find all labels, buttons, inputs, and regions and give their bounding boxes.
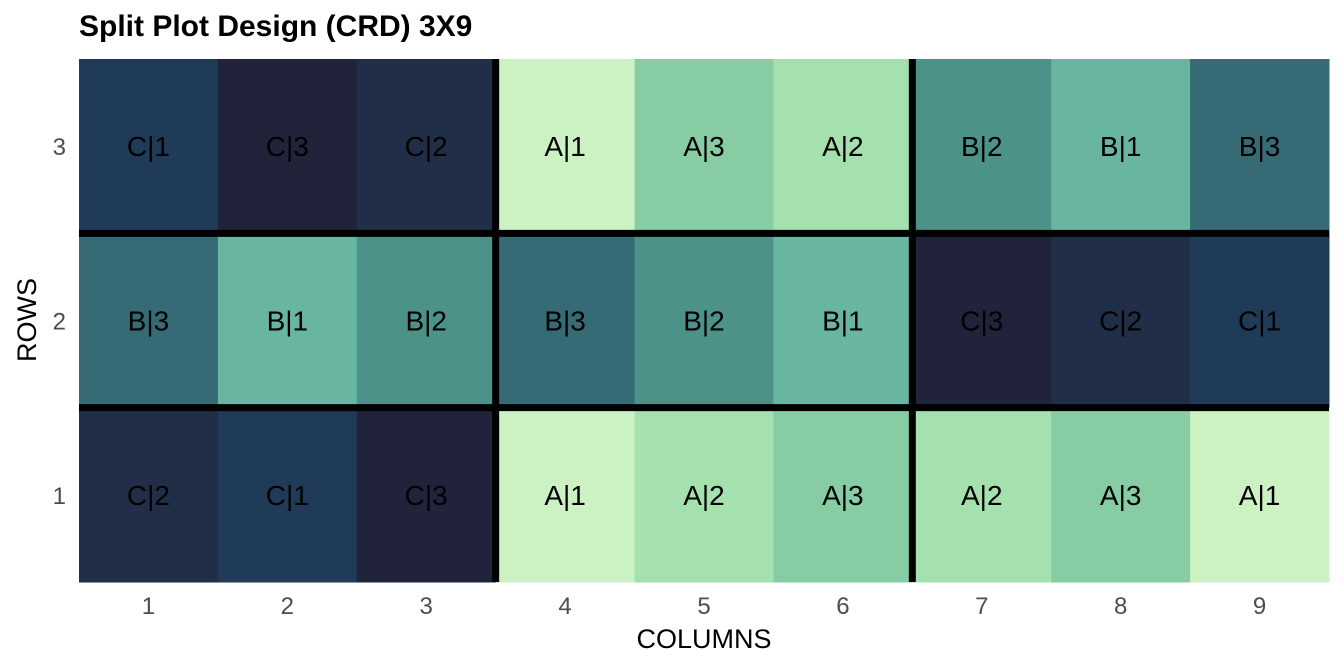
y-tick-label: 3 [53,134,66,161]
x-tick-label: 1 [142,593,155,620]
x-tick-label: 5 [697,593,710,620]
cell-label: B|1 [267,306,309,337]
cell-label: B|2 [683,306,725,337]
heatmap-cell [1190,407,1330,583]
y-tick-label: 2 [53,309,66,336]
heatmap-cell [217,59,358,234]
heatmap-cell [79,59,219,234]
heatmap-cell [773,407,913,583]
heatmap-cell [912,407,1052,583]
cell-label: A|3 [1100,480,1142,511]
chart-title: Split Plot Design (CRD) 3X9 [79,10,472,43]
heatmap-cell [912,59,1052,234]
cell-label: B|2 [405,306,447,337]
cell-label: A|3 [683,131,725,162]
x-axis-label: COLUMNS [636,624,771,654]
cell-label: C|2 [405,131,448,162]
x-tick-label: 8 [1114,593,1127,620]
cell-label: A|1 [544,131,586,162]
x-axis-ticks: 1 2 3 4 5 6 7 8 9 [142,593,1266,620]
heatmap-cell [79,233,219,409]
cell-label: B|3 [128,306,170,337]
heatmap-cell [634,59,774,234]
cell-labels-layer: C|1 C|3 C|2 A|1 A|3 A|2 B|2 B|1 B|3 B|3 B|1 B|2 B|3 B… [127,131,1281,511]
heatmap-cell [1051,59,1191,234]
x-tick-label: 7 [975,593,988,620]
cell-label: B|3 [1239,131,1281,162]
cell-label: B|1 [1100,131,1142,162]
cell-label: A|2 [683,480,725,511]
heatmap-cell [1190,59,1330,234]
cell-label: A|3 [822,480,864,511]
heatmap-cell [1051,407,1191,583]
cell-label: A|1 [544,480,586,511]
heatmap-cell [773,59,913,234]
cell-label: A|2 [961,480,1003,511]
cell-label: A|1 [1239,480,1281,511]
heatmap-cell [1190,233,1330,409]
cell-label: C|1 [1238,306,1281,337]
heatmap-cell [356,407,497,583]
heatmap-cell [495,233,636,409]
heatmap-cell [773,233,913,409]
y-axis-ticks: 1 2 3 [53,134,66,510]
cells-layer [79,59,1330,583]
x-tick-label: 9 [1253,593,1266,620]
heatmap-cell [356,233,497,409]
cell-label: A|2 [822,131,864,162]
heatmap-cell [1051,233,1191,409]
heatmap-cell [217,233,358,409]
cell-label: C|1 [127,131,170,162]
heatmap-cell [495,407,636,583]
heatmap-cell [356,59,497,234]
cell-label: C|3 [266,131,309,162]
heatmap-cell [912,233,1052,409]
heatmap-cell [634,407,774,583]
y-axis-label: ROWS [12,278,42,362]
heatmap-cell [634,233,774,409]
cell-label: C|3 [405,480,448,511]
heatmap-cell [495,59,636,234]
cell-label: B|1 [822,306,864,337]
cell-label: B|2 [961,131,1003,162]
cell-label: B|3 [544,306,586,337]
cell-label: C|3 [960,306,1003,337]
cell-label: C|2 [127,480,170,511]
y-tick-label: 1 [53,483,66,510]
x-tick-label: 2 [281,593,294,620]
cell-label: C|2 [1099,306,1142,337]
heatmap-cell [79,407,219,583]
plot-boundary-lines [79,59,1329,582]
cell-label: C|1 [266,480,309,511]
heatmap-cell [217,407,358,583]
x-tick-label: 6 [836,593,849,620]
x-tick-label: 3 [420,593,433,620]
x-tick-label: 4 [558,593,571,620]
